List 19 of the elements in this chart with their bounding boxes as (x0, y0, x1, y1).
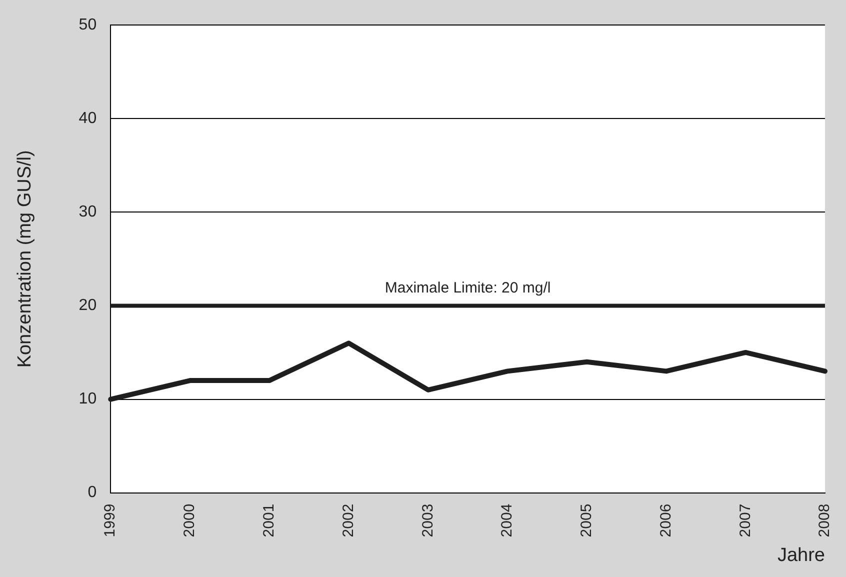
x-tick-label: 2008 (816, 504, 834, 538)
x-axis-title: Jahre (777, 544, 825, 566)
x-tick-label: 2001 (260, 504, 278, 538)
y-axis-title: Konzentration (mg GUS/l) (14, 150, 36, 368)
x-tick-label: 2004 (498, 504, 516, 538)
x-tick-label: 2002 (340, 504, 357, 538)
ref-line-label: Maximale Limite: 20 mg/l (384, 279, 551, 296)
x-tick-label: 2000 (181, 504, 198, 538)
x-tick-label: 2005 (578, 504, 596, 538)
x-tick-label: 2003 (419, 504, 436, 538)
y-tick-label: 40 (78, 110, 97, 127)
x-tick-label: 2006 (657, 504, 674, 538)
y-tick-label: 50 (78, 16, 97, 34)
y-tick-label: 30 (78, 204, 97, 221)
y-tick-label: 10 (78, 390, 97, 408)
x-tick-label: 1999 (102, 504, 119, 538)
y-tick-label: 0 (88, 484, 97, 502)
y-tick-label: 20 (78, 297, 97, 314)
x-tick-label: 2007 (736, 504, 754, 538)
